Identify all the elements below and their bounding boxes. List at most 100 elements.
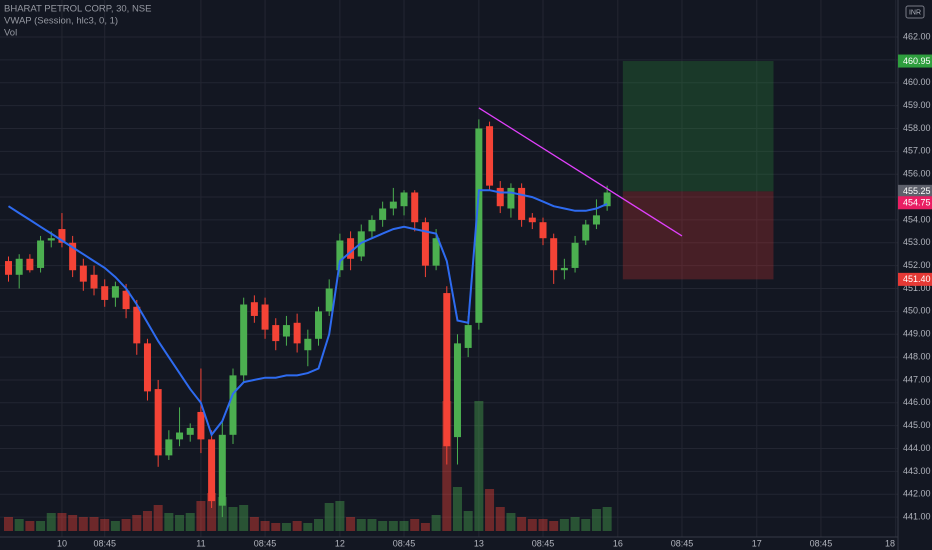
- price-label-box: [898, 272, 932, 286]
- candle-body: [347, 238, 355, 259]
- y-tick-label: 442.00: [903, 489, 931, 499]
- volume-bar: [175, 515, 185, 531]
- y-tick-label: 450.00: [903, 306, 931, 316]
- volume-bar: [100, 519, 110, 531]
- volume-bar: [581, 519, 591, 531]
- volume-bar: [452, 487, 462, 531]
- x-tick-label: 18: [885, 538, 895, 548]
- candle-body: [69, 242, 77, 271]
- candle-body: [154, 389, 162, 456]
- candle-body: [325, 288, 333, 312]
- volume-bar: [602, 507, 612, 531]
- x-tick-label: 08:45: [393, 538, 416, 548]
- y-tick-label: 458.00: [903, 123, 931, 133]
- candle-body: [90, 274, 98, 289]
- candle-body: [165, 439, 173, 456]
- currency-badge[interactable]: [905, 5, 925, 19]
- x-tick-label: 16: [613, 538, 623, 548]
- volume-bar: [378, 521, 388, 531]
- volume-bar: [14, 519, 24, 531]
- x-tick-label: 12: [335, 538, 345, 548]
- candle-body: [443, 293, 451, 447]
- vwap-line: [7, 189, 608, 437]
- volume-bar: [185, 513, 195, 531]
- candle-body: [379, 208, 387, 220]
- candle-body: [143, 343, 151, 392]
- volume-bar: [388, 521, 398, 531]
- candle-body: [475, 128, 483, 323]
- volume-bar: [367, 519, 377, 531]
- y-tick-label: 460.00: [903, 77, 931, 87]
- candle-body: [411, 192, 419, 223]
- y-tick-label: 453.00: [903, 237, 931, 247]
- price-label-box: [898, 54, 932, 68]
- x-tick-label: 08:45: [532, 538, 555, 548]
- volume-bar: [527, 519, 537, 531]
- candles-layer: [5, 119, 611, 518]
- volume-bar: [346, 517, 356, 531]
- candle-body: [229, 375, 237, 435]
- volume-bar: [399, 521, 409, 531]
- candle-body: [539, 222, 547, 239]
- volume-bar: [591, 509, 601, 531]
- volume-bar: [517, 517, 527, 531]
- y-tick-label: 457.00: [903, 146, 931, 156]
- y-tick-label: 449.00: [903, 329, 931, 339]
- volume-bar: [463, 511, 473, 531]
- candle-body: [518, 187, 526, 220]
- x-tick-label: 11: [196, 538, 205, 548]
- volume-bar: [153, 505, 163, 531]
- x-tick-label: 08:45: [93, 538, 116, 548]
- volume-bar: [239, 505, 249, 531]
- volume-bar: [46, 513, 56, 531]
- candle-body: [58, 229, 66, 243]
- currency-label[interactable]: INR: [909, 9, 921, 16]
- volume-bar: [249, 517, 259, 531]
- y-tick-label: 441.00: [903, 511, 931, 521]
- candle-body: [26, 258, 34, 271]
- volume-bar: [36, 521, 46, 531]
- volume-bar: [506, 513, 516, 531]
- candle-body: [592, 215, 600, 225]
- volume-bar: [410, 519, 420, 531]
- volume-bar: [559, 519, 569, 531]
- volume-bar: [25, 521, 35, 531]
- x-tick-label: 08:45: [254, 538, 277, 548]
- y-tick-label: 443.00: [903, 466, 931, 476]
- volume-legend: Vol: [4, 28, 17, 39]
- candle-body: [218, 434, 226, 506]
- axis-layer: 441.00 442.00 443.00 444.00 445.00 446.00 447.…: [57, 31, 932, 548]
- volume-bar: [196, 501, 206, 531]
- symbol-title: BHARAT PETROL CORP, 30, NSE: [4, 4, 151, 15]
- candle-body: [47, 238, 55, 241]
- candle-body: [101, 286, 109, 300]
- candle-body: [293, 322, 301, 344]
- candle-body: [15, 258, 23, 275]
- y-tick-label: 452.00: [903, 260, 931, 270]
- x-tick-label: 10: [57, 538, 67, 548]
- candle-body: [37, 240, 45, 268]
- volume-bar: [89, 517, 99, 531]
- candle-body: [389, 201, 397, 209]
- candle-body: [496, 187, 504, 207]
- candle-body: [486, 126, 494, 186]
- candle-body: [79, 265, 87, 282]
- candle-body: [282, 325, 290, 337]
- price-label: 455.25: [903, 186, 931, 196]
- candle-body: [208, 439, 216, 502]
- candle-body: [186, 427, 194, 435]
- candle-body: [5, 261, 12, 275]
- y-tick-label: 456.00: [903, 169, 931, 179]
- volume-bar: [4, 517, 13, 531]
- y-tick-label: 451.00: [903, 283, 931, 293]
- candle-body: [250, 302, 258, 316]
- candle-body: [560, 267, 568, 271]
- stop-zone: [622, 191, 774, 280]
- volume-bar: [495, 507, 505, 531]
- candle-body: [240, 304, 248, 376]
- candle-body: [261, 304, 269, 330]
- y-tick-label: 459.00: [903, 100, 931, 110]
- candle-body: [453, 343, 461, 438]
- candle-body: [421, 222, 429, 266]
